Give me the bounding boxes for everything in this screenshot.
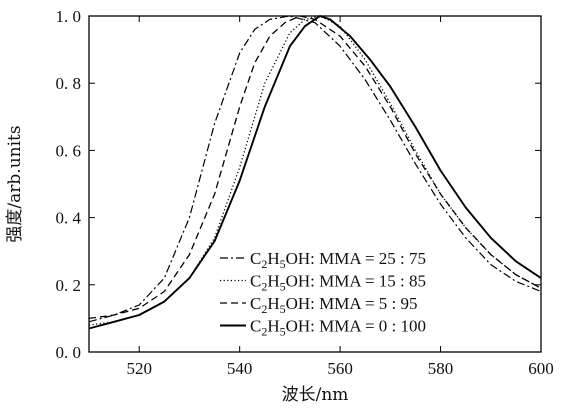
- y-tick-label: 1. 0: [56, 7, 82, 26]
- legend-label: C2H5OH: MMA = 0 : 100: [250, 317, 426, 339]
- series-line-1: [88, 15, 542, 323]
- legend-label: C2H5OH: MMA = 25 : 75: [250, 249, 426, 271]
- y-tick-label: 0. 4: [56, 209, 82, 228]
- legend-label: C2H5OH: MMA = 15 : 85: [250, 272, 426, 294]
- y-tick-label: 0. 2: [56, 276, 82, 295]
- y-tick-label: 0. 0: [56, 343, 82, 362]
- y-axis-title: 强度/arb.units: [5, 125, 25, 242]
- y-tick-label: 0. 6: [56, 141, 82, 160]
- x-tick-label: 560: [327, 359, 353, 378]
- legend-label: C2H5OH: MMA = 5 : 95: [250, 294, 418, 316]
- y-tick-label: 0. 8: [56, 74, 82, 93]
- x-tick-label: 540: [227, 359, 253, 378]
- tick-layer: 520 540 560 580 600 0. 0 0. 2 0. 4 0. 6 0. 8 1. 0: [56, 7, 554, 378]
- x-tick-label: 600: [528, 359, 554, 378]
- x-axis-title: 波长/nm: [282, 385, 349, 405]
- x-tick-label: 520: [126, 359, 152, 378]
- plot-frame: [88, 15, 542, 353]
- x-tick-label: 580: [428, 359, 454, 378]
